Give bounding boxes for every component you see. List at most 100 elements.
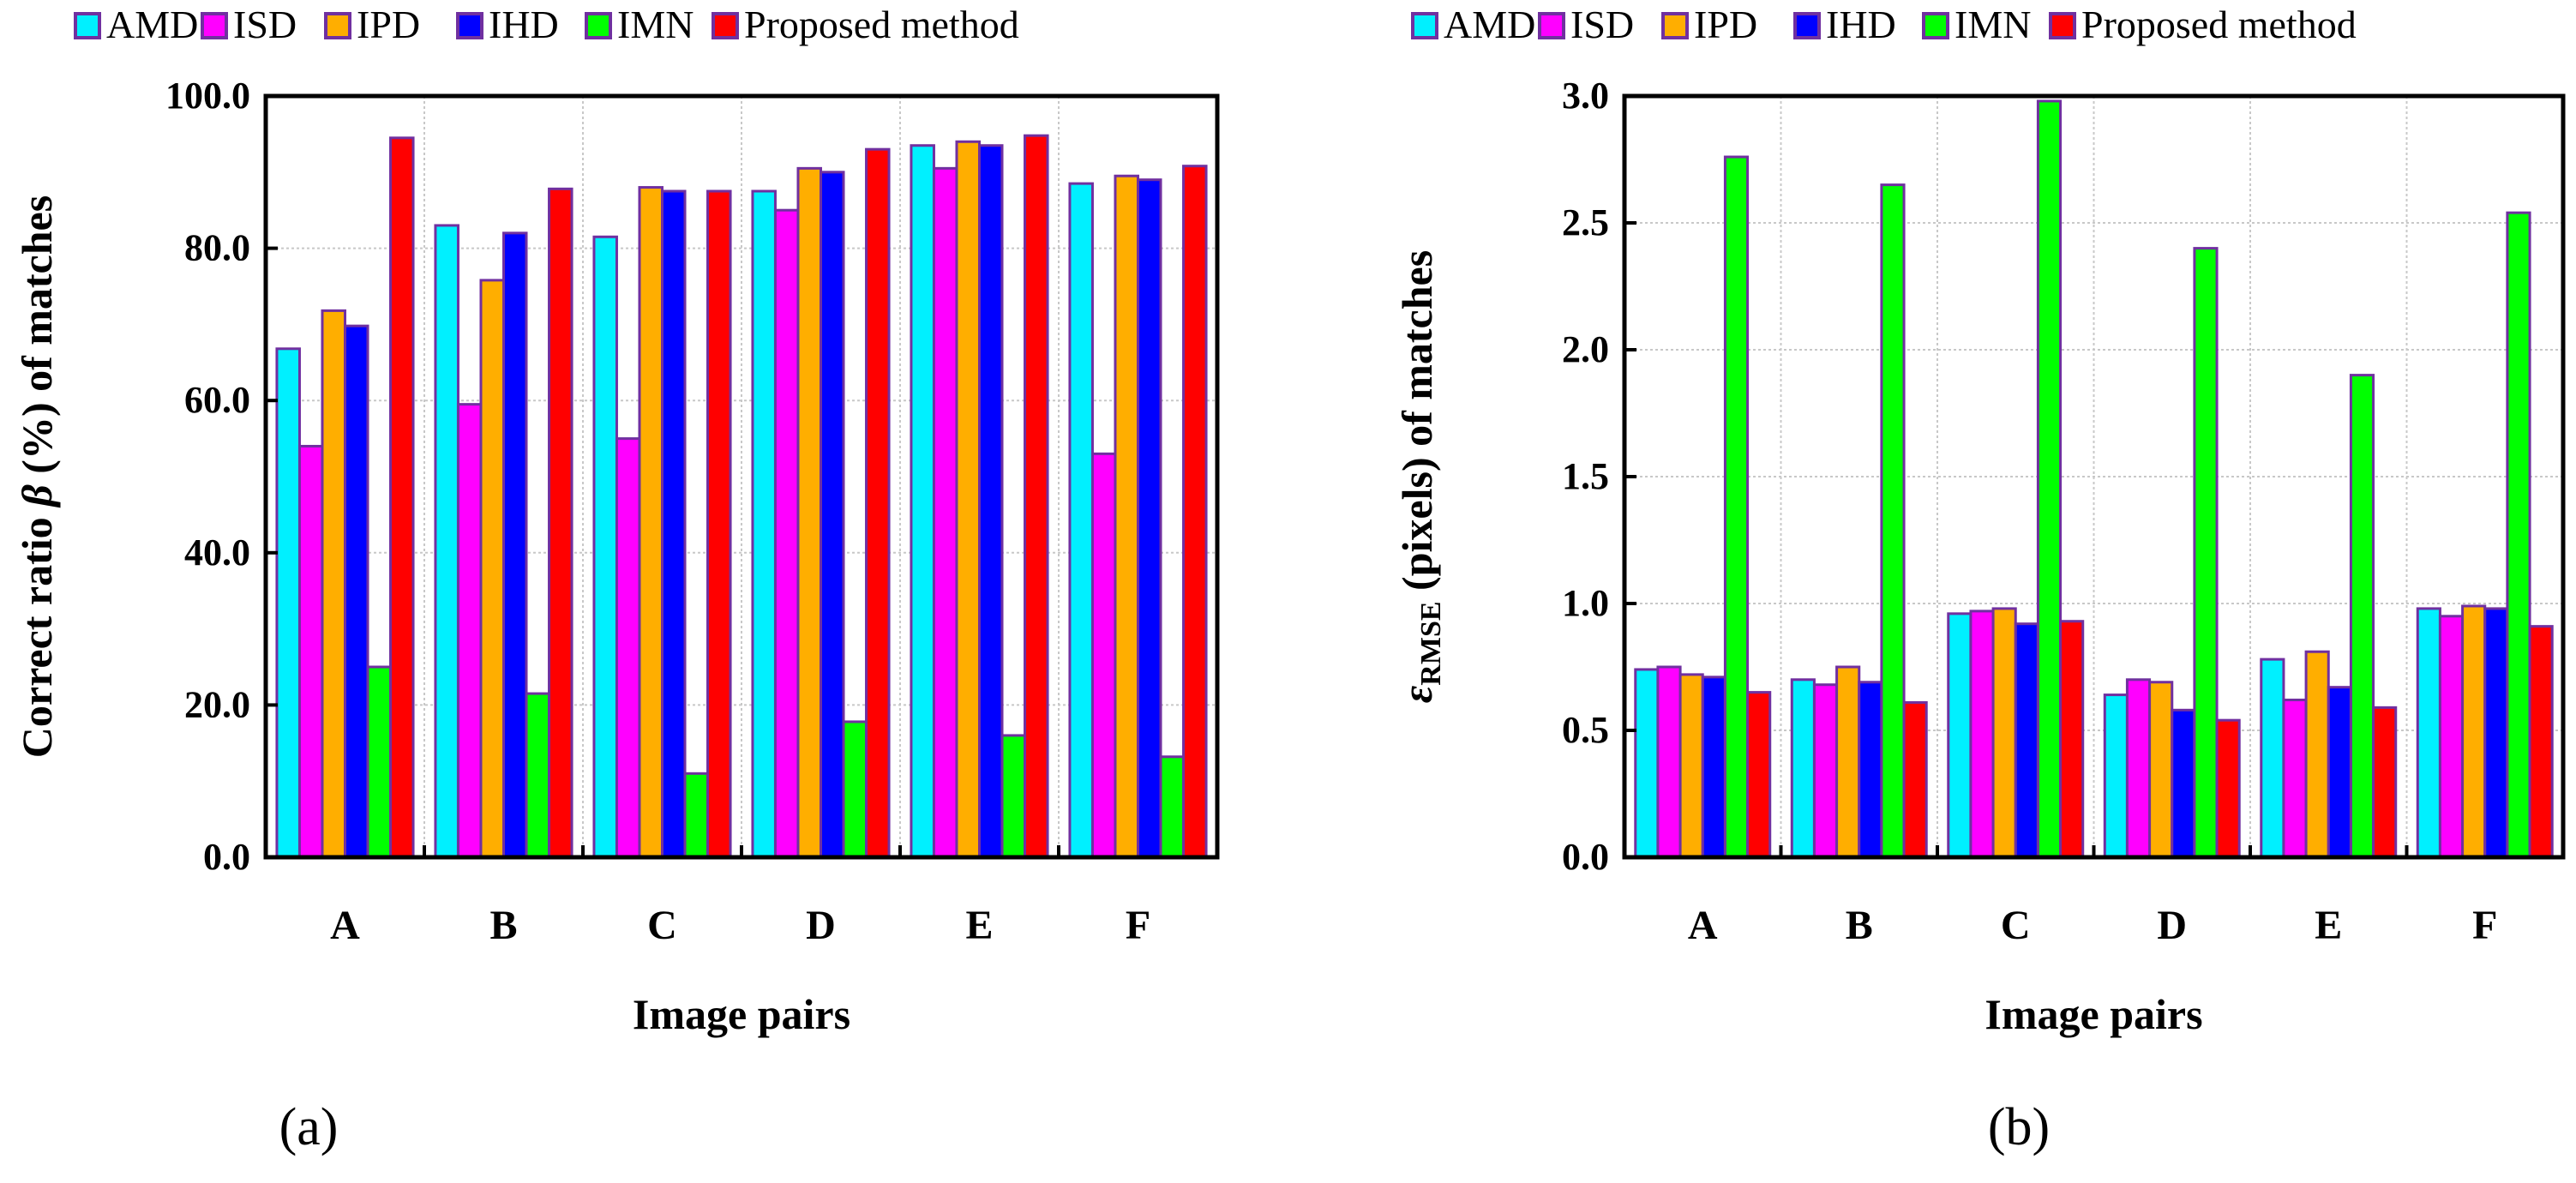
bar-isd-e (932, 166, 958, 859)
y-tick-label: 100.0 (165, 75, 250, 117)
bar-imn-f (1159, 755, 1186, 859)
y-tick-label: 80.0 (184, 227, 250, 269)
legend-item-isd: ISD (1538, 3, 1634, 46)
bar-ihd-f (1137, 178, 1162, 859)
bar-imn-c (683, 772, 710, 859)
bar-isd-b (456, 403, 483, 859)
bar-ipd-d (2148, 681, 2174, 859)
panel-b: 0.0 0.5 1.0 1.5 2.0 2.5 3.0 A B C D E F Image pairs εR… (1393, 3, 2566, 1156)
bar-proposed-method-f (1182, 165, 1208, 859)
legend-swatch-proposed-method (712, 12, 739, 39)
legend-item-proposed-method: Proposed method (2049, 3, 2357, 46)
legend-label-imn: IMN (617, 3, 694, 46)
bar-proposed-method-a (1746, 691, 1772, 859)
y-tick-label: 1.0 (1562, 582, 1609, 624)
bar-proposed-method-a (389, 136, 415, 859)
legend: AMD ISD IPD IHD IMN Proposed method (74, 3, 1019, 46)
bar-imn-a (1723, 155, 1750, 859)
bar-imn-c (2036, 99, 2063, 859)
legend-label-ipd: IPD (1694, 3, 1757, 46)
legend-item-ihd: IHD (456, 3, 559, 46)
x-tick-label: C (647, 903, 677, 948)
bar-ihd-a (1701, 676, 1726, 859)
bar-ipd-a (321, 309, 347, 859)
y-tick-label: 0.5 (1562, 709, 1609, 751)
panel-label: (a) (279, 1098, 339, 1156)
bar-amd-d (751, 189, 777, 859)
bar-ihd-f (2483, 607, 2509, 859)
bar-imn-b (525, 692, 551, 859)
legend-swatch-imn (585, 12, 612, 39)
x-tick-label: D (2157, 903, 2187, 948)
x-axis-label: Image pairs (1985, 990, 2202, 1038)
legend-label-isd: ISD (1570, 3, 1634, 46)
y-axis-label: εRMSE (pixels) of matches (1393, 250, 1447, 703)
legend-label-proposed-method: Proposed method (744, 3, 1019, 46)
bar-ihd-c (661, 189, 687, 859)
bar-proposed-method-c (706, 189, 732, 859)
y-tick-label: 20.0 (184, 683, 250, 725)
bar-amd-f (2416, 607, 2441, 859)
bar-ipd-a (1678, 673, 1704, 859)
bar-ihd-a (344, 324, 369, 859)
y-tick-label: 2.0 (1562, 328, 1609, 370)
bar-proposed-method-b (548, 187, 573, 859)
bar-imn-f (2506, 211, 2531, 859)
bar-imn-e (2349, 374, 2375, 859)
y-tick-label: 0.0 (203, 836, 250, 878)
bar-proposed-method-b (1902, 700, 1928, 859)
x-axis-label: Image pairs (633, 990, 850, 1038)
bar-proposed-method-d (865, 147, 891, 859)
y-tick-label: 40.0 (184, 531, 250, 573)
bar-imn-e (1000, 734, 1027, 859)
legend-label-ipd: IPD (357, 3, 420, 46)
bar-isd-c (1969, 610, 1995, 859)
bar-proposed-method-e (1024, 134, 1049, 859)
bar-isd-f (2438, 615, 2465, 859)
bar-amd-c (1947, 612, 1973, 859)
legend-item-imn: IMN (585, 3, 694, 46)
legend-label-imn: IMN (1955, 3, 2031, 46)
legend-swatch-ipd (1661, 12, 1689, 39)
legend-label-ihd: IHD (1826, 3, 1896, 46)
y-tick-label: 1.5 (1562, 455, 1609, 497)
bar-imn-b (1880, 183, 1906, 859)
bar-isd-f (1090, 452, 1117, 859)
bar-imn-a (366, 665, 393, 859)
bar-imn-d (842, 720, 868, 859)
x-tick-label: E (965, 903, 993, 948)
bar-proposed-method-c (2059, 620, 2085, 859)
bar-ihd-b (1858, 681, 1883, 859)
legend-swatch-amd (1411, 12, 1438, 39)
bar-isd-a (297, 444, 324, 859)
y-tick-label: 3.0 (1562, 75, 1609, 117)
x-tick-label: E (2315, 903, 2342, 948)
legend-swatch-isd (201, 12, 228, 39)
legend-swatch-amd (74, 12, 101, 39)
bar-ihd-d (2171, 708, 2196, 859)
legend-swatch-ihd (1793, 12, 1821, 39)
bar-amd-f (1068, 182, 1094, 859)
bar-ipd-c (1991, 607, 2017, 859)
legend-swatch-proposed-method (2049, 12, 2076, 39)
legend-label-amd: AMD (1444, 3, 1535, 46)
legend-item-ipd: IPD (1661, 3, 1757, 46)
bar-proposed-method-d (2215, 718, 2241, 859)
bar-amd-b (1790, 678, 1816, 859)
legend-label-ihd: IHD (489, 3, 559, 46)
bar-amd-d (2103, 694, 2129, 859)
bar-amd-a (1634, 668, 1660, 859)
bar-amd-e (2260, 658, 2285, 859)
x-tick-label: F (2472, 903, 2497, 948)
legend-swatch-imn (1922, 12, 1949, 39)
x-tick-label: A (330, 903, 360, 948)
x-tick-label: D (806, 903, 836, 948)
bar-ipd-b (479, 279, 506, 859)
legend-label-proposed-method: Proposed method (2081, 3, 2357, 46)
x-tick-label: A (1688, 903, 1718, 948)
bar-isd-c (615, 437, 641, 859)
x-tick-label: C (2001, 903, 2031, 948)
panel-label: (b) (1988, 1098, 2050, 1156)
bar-ipd-c (638, 186, 664, 859)
bar-amd-b (434, 224, 459, 859)
